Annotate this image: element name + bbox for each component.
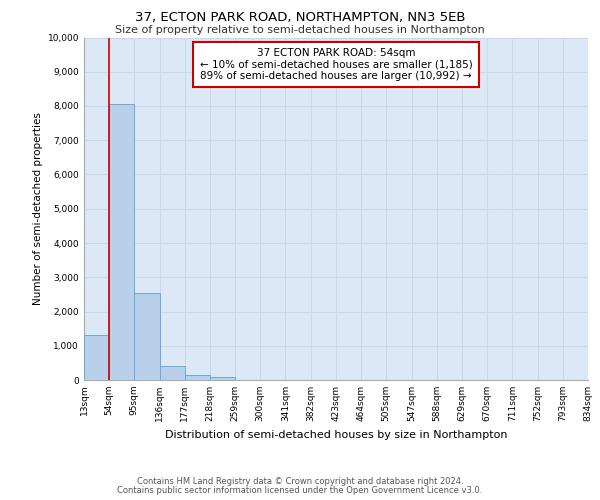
Bar <box>109 104 134 380</box>
Bar <box>185 375 210 380</box>
Bar <box>210 376 235 380</box>
Bar <box>134 292 160 380</box>
Bar <box>84 336 109 380</box>
Text: Contains public sector information licensed under the Open Government Licence v3: Contains public sector information licen… <box>118 486 482 495</box>
Text: Contains HM Land Registry data © Crown copyright and database right 2024.: Contains HM Land Registry data © Crown c… <box>137 477 463 486</box>
Text: 37 ECTON PARK ROAD: 54sqm
← 10% of semi-detached houses are smaller (1,185)
89% : 37 ECTON PARK ROAD: 54sqm ← 10% of semi-… <box>200 48 472 81</box>
Bar <box>160 366 185 380</box>
Y-axis label: Number of semi-detached properties: Number of semi-detached properties <box>34 112 43 305</box>
X-axis label: Distribution of semi-detached houses by size in Northampton: Distribution of semi-detached houses by … <box>165 430 507 440</box>
Text: Size of property relative to semi-detached houses in Northampton: Size of property relative to semi-detach… <box>115 25 485 35</box>
Text: 37, ECTON PARK ROAD, NORTHAMPTON, NN3 5EB: 37, ECTON PARK ROAD, NORTHAMPTON, NN3 5E… <box>135 11 465 24</box>
